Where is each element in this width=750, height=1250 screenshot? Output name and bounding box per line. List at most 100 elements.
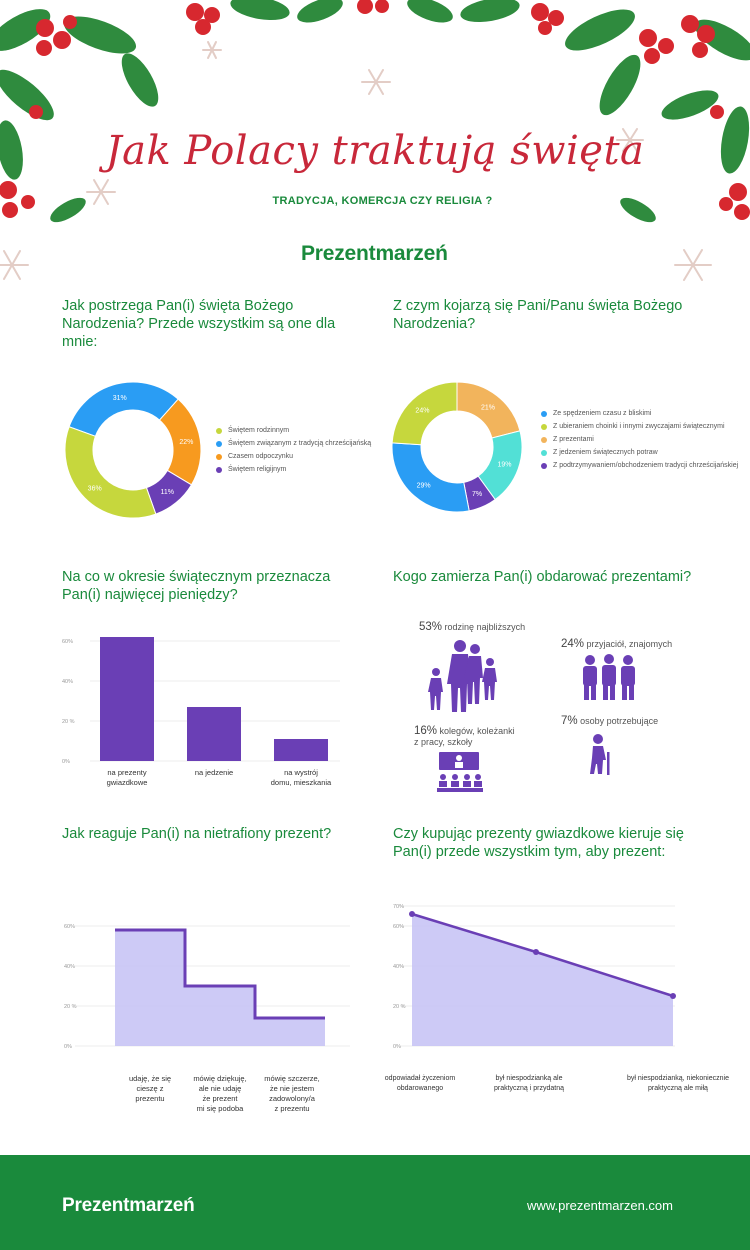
q6-ytick: 20 %	[393, 1004, 406, 1010]
gift-friends-text: przyjaciół, znajomych	[586, 639, 673, 649]
q2-slice-label: 24%	[415, 408, 429, 415]
gift-family-pct: 53%	[419, 621, 443, 633]
gift-colleagues-pct: 16%	[414, 725, 438, 737]
q5-xtick: mówię szczerze, że nie jestem zadowolony/a…	[264, 1074, 319, 1113]
q1-legend-item: Czasem odpoczynku	[216, 450, 376, 463]
q2-question: Z czym kojarzą się Pani/Panu święta Boże…	[393, 298, 683, 332]
q6-ytick: 60%	[393, 924, 404, 930]
q5-question: Jak reaguje Pan(i) na nietrafiony prezen…	[62, 826, 332, 842]
q6-point	[409, 911, 415, 917]
gift-needy-text: osoby potrzebujące	[580, 716, 659, 726]
q3-question: Na co w okresie świątecznym przeznacza P…	[62, 569, 331, 603]
gift-friends-stat: 24% przyjaciół, znajomych	[561, 638, 673, 650]
legend-label: Czasem odpoczynku	[228, 453, 293, 460]
q1-slice-label: 31%	[113, 395, 127, 402]
q3-ytick: 20 %	[62, 719, 75, 725]
q6-area	[412, 914, 673, 1046]
q2-legend-item: Z podtrzymywaniem/obchodzeniem tradycji …	[541, 459, 746, 472]
q2-legend-item: Ze spędzeniem czasu z bliskimi	[541, 407, 746, 420]
q3-bar	[187, 707, 241, 761]
q5-ytick: 20 %	[64, 1004, 77, 1010]
q2-slice	[391, 442, 470, 513]
legend-label: Ze spędzeniem czasu z bliskimi	[553, 410, 652, 417]
q6-ytick: 40%	[393, 964, 404, 970]
legend-swatch	[541, 436, 547, 443]
legend-label: Z ubieraniem choinki i innymi zwyczajami…	[553, 423, 725, 430]
gift-needy-stat: 7% osoby potrzebujące	[561, 715, 659, 727]
gift-colleagues-text: kolegów, koleżanki	[439, 726, 515, 736]
q2-legend-item: Z prezentami	[541, 433, 746, 446]
q6-xtick: był niespodzianką ale praktyczną i przyda…	[494, 1075, 564, 1092]
legend-swatch	[541, 462, 547, 469]
legend-label: Z jedzeniem świątecznych potraw	[553, 449, 658, 456]
classroom-icon	[437, 752, 483, 792]
q2-donut-chart: 21% 19% 7% 29% 24%	[391, 381, 523, 513]
q6-xtick: był niespodzianką, niekoniecznie praktycz…	[627, 1075, 729, 1092]
q1-legend: Świętem rodzinnym Świętem związanym z tra…	[216, 424, 376, 476]
q1-slice-label: 36%	[88, 486, 102, 493]
footer: Prezentmarzeń www.prezentmarzen.com	[0, 1155, 750, 1250]
q5-ytick: 60%	[64, 924, 75, 930]
legend-swatch	[541, 449, 547, 456]
footer-logo: Prezentmarzeń	[62, 1195, 195, 1216]
q2-slice-label: 19%	[498, 462, 512, 469]
legend-swatch	[216, 453, 222, 460]
legend-swatch	[541, 410, 547, 417]
legend-label: Świętem rodzinnym	[228, 427, 290, 434]
q4-question: Kogo zamierza Pan(i) obdarować prezentam…	[393, 569, 692, 585]
q2-legend-item: Z ubieraniem choinki i innymi zwyczajami…	[541, 420, 746, 433]
q3-xtick: na jedzenie	[195, 768, 233, 777]
legend-label: Z podtrzymywaniem/obchodzeniem tradycji …	[553, 462, 739, 469]
holly-decoration	[0, 0, 750, 281]
q2-slice-label: 7%	[472, 491, 482, 498]
legend-swatch	[216, 427, 222, 434]
footer-url[interactable]: www.prezentmarzen.com	[527, 1198, 673, 1213]
q1-slice-label: 22%	[179, 439, 193, 446]
q5-step-area-chart: 0% 20 % 40% 60% udaję, że się cieszę z prezent…	[64, 924, 350, 1113]
gift-needy-pct: 7%	[561, 715, 578, 727]
brand-logo: Prezentmarzeń	[301, 242, 448, 265]
q3-xtick: na wystrój domu, mieszkania	[271, 768, 332, 787]
q2-legend: Ze spędzeniem czasu z bliskimi Z ubierani…	[541, 407, 746, 472]
q1-legend-item: Świętem związanym z tradycją chrześcijań…	[216, 437, 376, 450]
q3-bar	[100, 637, 154, 761]
legend-swatch	[216, 440, 222, 447]
gift-family-text: rodzinę najbliższych	[444, 622, 526, 632]
gift-family-stat: 53% rodzinę najbliższych	[419, 621, 526, 633]
gift-colleagues-text2: z pracy, szkoły	[414, 737, 473, 747]
family-icon	[428, 640, 497, 712]
q6-area-chart: 0% 20 % 40% 60% 70% odpowiadał życzeniom obdar…	[385, 904, 729, 1092]
q5-line	[115, 928, 325, 1020]
q3-xtick: na prezenty gwiazdkowe	[107, 768, 148, 787]
q5-xtick: udaję, że się cieszę z prezentu	[129, 1074, 171, 1103]
gift-colleagues-stat: 16% kolegów, koleżanki z pracy, szkoły	[414, 725, 515, 748]
q5-xtick: mówię dziękuję, ale nie udaję że prezent mi…	[193, 1074, 246, 1113]
legend-label: Świętem związanym z tradycją chrześcijań…	[228, 440, 372, 447]
q1-slice	[64, 426, 157, 519]
q1-donut-chart: 31% 22% 11% 36%	[64, 381, 202, 519]
legend-label: Świętem religijnym	[228, 466, 287, 473]
q6-ytick: 70%	[393, 904, 404, 910]
q1-legend-item: Świętem rodzinnym	[216, 424, 376, 437]
q6-point	[670, 993, 676, 999]
q3-bar-chart: 0% 20 % 40% 60% na prezenty gwiazdkowe na jedz…	[62, 637, 340, 787]
q1-slice	[68, 381, 179, 437]
q2-slice	[391, 381, 458, 446]
q6-point	[533, 949, 539, 955]
q5-ytick: 0%	[64, 1044, 72, 1050]
q5-ytick: 40%	[64, 964, 75, 970]
q1-question: Jak postrzega Pan(i) święta Bożego Narod…	[62, 298, 336, 350]
legend-swatch	[541, 423, 547, 430]
legend-swatch	[216, 466, 222, 473]
page-title: Jak Polacy traktują święta	[105, 128, 645, 174]
q3-ytick: 60%	[62, 639, 73, 645]
gift-friends-pct: 24%	[561, 638, 585, 650]
q6-ytick: 0%	[393, 1044, 401, 1050]
elderly-person-icon	[590, 734, 610, 775]
q2-slice-label: 21%	[481, 405, 495, 412]
q6-question: Czy kupując prezenty gwiazdkowe kieruje …	[393, 826, 684, 860]
q1-slice-label: 11%	[161, 489, 175, 496]
q6-xtick: odpowiadał życzeniom obdarowanego	[385, 1075, 456, 1092]
q5-area	[115, 930, 325, 1046]
q3-bar	[274, 739, 328, 761]
